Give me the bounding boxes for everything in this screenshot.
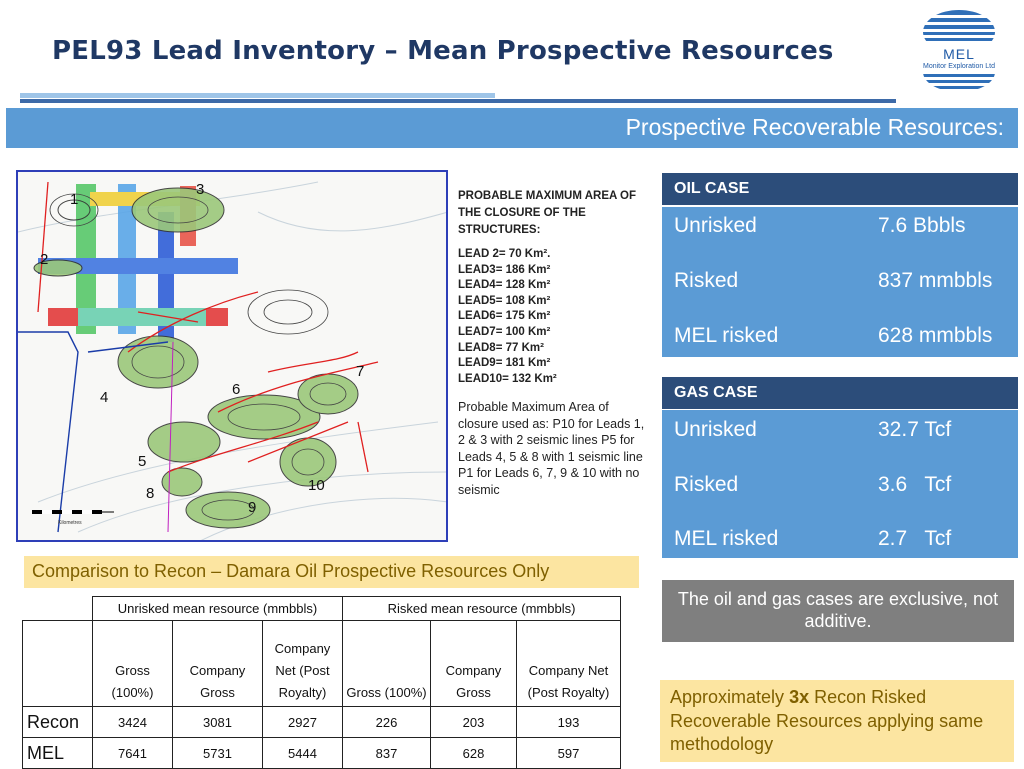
gas-row-mel-risked: MEL risked 2.7 Tcf [674,527,951,551]
row-label: MEL [22,737,93,769]
column-header: Gross (100%) [92,620,173,707]
callout-multiplier: 3x [789,687,810,707]
closure-notes: PROBABLE MAXIMUM AREA OF THE CLOSURE OF … [458,188,648,498]
table-cell: 5444 [262,737,343,769]
logo-lower-icon [923,74,995,89]
gas-row-unrisked: Unrisked 32.7 Tcf [674,418,951,442]
lead-label-3: 3 [196,181,204,198]
closure-area-item: LEAD8= 77 Km² [458,341,544,354]
table-cell: 2927 [262,706,343,738]
table-cell: 3424 [92,706,173,738]
oil-label: Unrisked [674,214,757,237]
table-cell: 193 [516,706,621,738]
column-header: Company Net (Post Royalty) [516,620,621,707]
group-header-risked: Risked mean resource (mmbbls) [342,596,621,621]
page-title: PEL93 Lead Inventory – Mean Prospective … [52,36,834,66]
table-corner [22,596,93,621]
lead-label-4: 4 [100,389,108,406]
gas-row-risked: Risked 3.6 Tcf [674,473,951,497]
oil-label: MEL risked [674,324,779,347]
recon-callout: Approximately 3x Recon Risked Recoverabl… [660,680,1014,762]
oil-value: 7.6 Bbbls [878,214,966,237]
column-header: Gross (100%) [342,620,431,707]
gas-value: 2.7 Tcf [878,527,952,550]
table-blank-cell [22,620,93,707]
lead-label-6: 6 [232,381,240,398]
oil-row-risked: Risked 837 mmbbls [674,269,992,293]
column-header: Company Gross [172,620,263,707]
lead-label-1: 1 [70,191,78,208]
closure-area-item: LEAD7= 100 Km² [458,325,551,338]
closure-area-item: LEAD3= 186 Km² [458,263,551,276]
closure-area-item: LEAD9= 181 Km² [458,357,551,370]
gas-label: Risked [674,473,739,496]
closure-area-item: LEAD 2= 70 Km². [458,248,551,260]
gas-case-panel: Unrisked 32.7 Tcf Risked 3.6 Tcf MEL riske… [662,410,1018,558]
closure-usage-text: Probable Maximum Area of closure used as… [458,400,645,497]
oil-row-unrisked: Unrisked 7.6 Bbbls [674,214,966,238]
oil-value: 837 mmbbls [878,269,993,292]
table-cell: 203 [430,706,517,738]
column-header: Company Net (Post Royalty) [262,620,343,707]
banner-text: Prospective Recoverable Resources: [625,114,1004,140]
oil-case-panel: Unrisked 7.6 Bbbls Risked 837 mmbbls MEL r… [662,207,1018,357]
comparison-table: Unrisked mean resource (mmbbls) Risked m… [22,596,621,769]
lead-label-7: 7 [356,363,364,380]
table-row: Recon 3424 3081 2927 226 203 193 [22,706,621,738]
lead-label-2: 2 [40,251,48,268]
lead-label-10: 10 [308,477,325,494]
oil-label: Risked [674,269,739,292]
comparison-title: Comparison to Recon – Damara Oil Prospec… [24,556,639,588]
header-rule-light [20,93,495,98]
callout-suffix: Recon Risked Recoverable Resources apply… [670,687,984,754]
table-cell: 7641 [92,737,173,769]
table-row: MEL 7641 5731 5444 837 628 597 [22,737,621,769]
table-cell: 226 [342,706,431,738]
closure-area-item: LEAD4= 128 Km² [458,279,551,292]
logo-wave-icon [923,10,995,41]
gas-value: 32.7 Tcf [878,418,952,441]
row-label: Recon [22,706,93,738]
closure-area-item: LEAD6= 175 Km² [458,310,551,323]
group-header-unrisked: Unrisked mean resource (mmbbls) [92,596,343,621]
closure-area-list: LEAD 2= 70 Km². LEAD3= 186 Km² LEAD4= 12… [458,247,648,387]
gas-label: MEL risked [674,527,779,550]
lead-map: Kilometres 1 2 3 4 5 6 7 8 9 10 [16,170,448,542]
scale-label: Kilometres [58,520,82,526]
callout-prefix: Approximately [670,687,790,707]
logo-subtitle: Monitor Exploration Ltd [923,63,995,70]
lead-label-5: 5 [138,453,146,470]
table-cell: 597 [516,737,621,769]
gas-case-header: GAS CASE [662,377,1018,409]
gas-value: 3.6 Tcf [878,473,952,496]
closure-area-item: LEAD10= 132 Km² [458,372,557,385]
gas-label: Unrisked [674,418,757,441]
column-header: Company Gross [430,620,517,707]
table-cell: 5731 [172,737,263,769]
exclusive-note: The oil and gas cases are exclusive, not… [662,580,1014,642]
oil-value: 628 mmbbls [878,324,993,347]
lead-label-9: 9 [248,499,256,516]
closure-area-item: LEAD5= 108 Km² [458,294,551,307]
table-cell: 628 [430,737,517,769]
oil-case-header: OIL CASE [662,173,1018,205]
table-cell: 837 [342,737,431,769]
header-rule-dark [20,99,896,103]
lead-map-drawing: Kilometres 1 2 3 4 5 6 7 8 9 10 [18,181,446,540]
mel-logo: MEL Monitor Exploration Ltd [913,10,1005,92]
oil-row-mel-risked: MEL risked 628 mmbbls [674,324,992,348]
logo-name: MEL [943,46,975,62]
section-banner: Prospective Recoverable Resources: [6,108,1018,148]
lead-label-8: 8 [146,485,154,502]
table-cell: 3081 [172,706,263,738]
closure-heading: PROBABLE MAXIMUM AREA OF THE CLOSURE OF … [458,190,637,236]
